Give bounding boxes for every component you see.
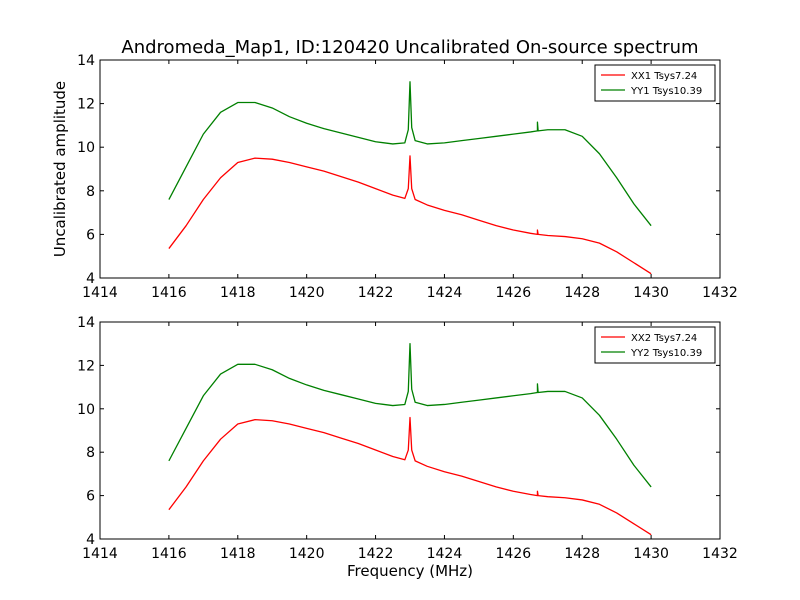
x-tick-label: 1422 [358,285,394,301]
series-line-2 [168,81,652,227]
y-tick-label: 6 [86,489,95,505]
y-tick-label: 10 [77,402,95,418]
x-tick-label: 1424 [427,285,463,301]
legend-label-2: YY2 Tsys10.39 [630,348,702,359]
figure-title: Andromeda_Map1, ID:120420 Uncalibrated O… [121,37,698,58]
y-tick-label: 6 [86,227,95,243]
x-tick-label: 1426 [496,285,532,301]
y-tick-label: 8 [86,445,95,461]
series-group [168,81,652,275]
y-tick-label: 12 [77,97,95,113]
legend: XX1 Tsys7.24 YY1 Tsys10.39 [594,64,716,102]
legend-label-2: YY1 Tsys10.39 [630,86,702,97]
panels: 1414 1416 1418 1420 1422 1424 1426 1428 1430 1432… [51,53,738,580]
series-line-2 [168,343,652,488]
x-tick-label: 1430 [633,546,669,562]
x-tick-label: 1426 [496,546,532,562]
y-tick-label: 8 [86,184,95,200]
series-group [168,343,652,536]
x-tick-label: 1418 [220,546,256,562]
x-tick-label: 1430 [633,285,669,301]
x-tick-label: 1422 [358,546,394,562]
y-tick-label: 14 [77,53,95,69]
legend-box [594,64,716,102]
legend-label-1: XX1 Tsys7.24 [631,71,697,82]
x-tick-label: 1418 [220,285,256,301]
x-tick-label: 1432 [702,285,738,301]
x-tick-label: 1420 [289,285,325,301]
y-axis-label: Uncalibrated amplitude [51,81,69,257]
y-tick-label: 10 [77,140,95,156]
series-line-1 [168,155,652,275]
legend-label-1: XX2 Tsys7.24 [631,333,697,344]
x-tick-label: 1432 [702,546,738,562]
axes-frame [99,59,721,279]
x-tick-label: 1416 [151,285,187,301]
legend-box [594,326,716,364]
x-tick-label: 1424 [427,546,463,562]
y-tick-label: 12 [77,358,95,374]
legend: XX2 Tsys7.24 YY2 Tsys10.39 [594,326,716,364]
x-axis-label: Frequency (MHz) [347,562,473,580]
y-tick-label: 14 [77,315,95,331]
axes-frame [99,321,721,540]
x-tick-label: 1428 [564,546,600,562]
chart-panel-1: 1414 1416 1418 1420 1422 1424 1426 1428 1430 1432… [51,53,738,301]
x-tick-label: 1414 [82,285,118,301]
x-tick-label: 1420 [289,546,325,562]
series-line-1 [168,416,652,536]
y-tick-label: 4 [86,271,95,287]
y-tick-label: 4 [86,532,95,548]
x-tick-label: 1428 [564,285,600,301]
x-tick-label: 1416 [151,546,187,562]
x-tick-label: 1414 [82,546,118,562]
chart-panel-2: 1414 1416 1418 1420 1422 1424 1426 1428 1430 1432… [77,315,738,580]
